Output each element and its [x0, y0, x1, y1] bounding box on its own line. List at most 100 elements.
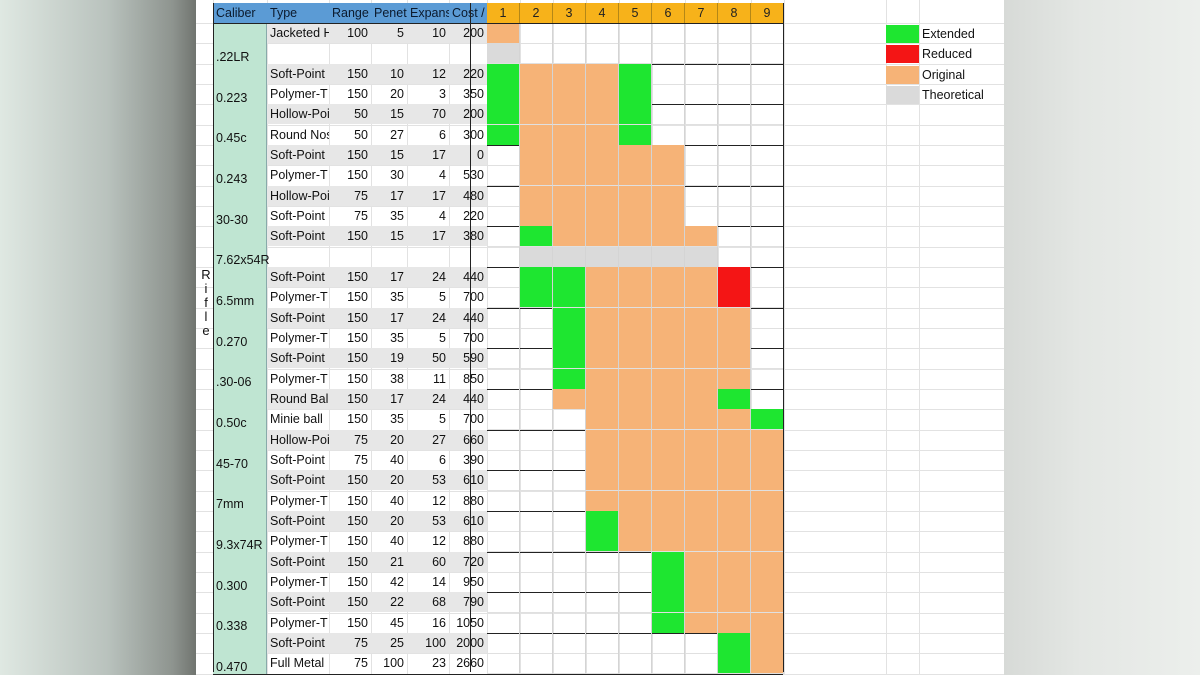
tier-empty-cell[interactable]	[652, 23, 685, 44]
tier-bar-cell[interactable]	[619, 491, 652, 512]
tier-empty-cell[interactable]	[586, 633, 619, 654]
tier-bar-cell[interactable]	[751, 409, 784, 430]
cost-cell[interactable]: 720	[449, 552, 487, 572]
tier-bar-cell[interactable]	[718, 491, 751, 512]
tier-bar-cell[interactable]	[685, 552, 718, 573]
penetration-cell[interactable]: 25	[371, 633, 407, 653]
caliber-cell[interactable]: 9.3x74R	[213, 511, 267, 552]
tier-header-2[interactable]: 2	[520, 3, 553, 23]
tier-header-4[interactable]: 4	[586, 3, 619, 23]
tier-empty-cell[interactable]	[751, 64, 784, 85]
tier-empty-cell[interactable]	[520, 409, 553, 430]
tier-empty-cell[interactable]	[685, 186, 718, 207]
tier-bar-cell[interactable]	[685, 531, 718, 552]
expansion-cell[interactable]: 68	[407, 592, 449, 612]
tier-bar-cell[interactable]	[586, 409, 619, 430]
tier-bar-cell[interactable]	[751, 470, 784, 491]
penetration-cell[interactable]: 22	[371, 592, 407, 612]
penetration-cell[interactable]: 20	[371, 430, 407, 450]
caliber-cell[interactable]: .30-06	[213, 348, 267, 389]
caliber-cell[interactable]: 0.300	[213, 552, 267, 593]
penetration-cell[interactable]: 40	[390, 494, 404, 508]
tier-empty-cell[interactable]	[685, 165, 718, 186]
expansion-cell[interactable]: 4	[439, 209, 446, 223]
tier-bar-cell[interactable]	[619, 348, 652, 369]
tier-empty-cell[interactable]	[487, 206, 520, 227]
tier-empty-cell[interactable]	[520, 470, 553, 491]
expansion-cell[interactable]: 3	[439, 87, 446, 101]
type-cell[interactable]: Polymer-T	[270, 616, 328, 630]
type-cell[interactable]: Soft-Point	[267, 64, 329, 84]
tier-bar-cell[interactable]	[553, 348, 586, 369]
cost-cell[interactable]: 850	[463, 372, 484, 386]
tier-bar-cell[interactable]	[685, 348, 718, 369]
tier-bar-cell[interactable]	[685, 592, 718, 613]
caliber-cell[interactable]: 0.223	[213, 64, 267, 105]
tier-empty-cell[interactable]	[487, 470, 520, 491]
tier-bar-cell[interactable]	[652, 348, 685, 369]
type-cell[interactable]	[267, 43, 329, 63]
tier-empty-cell[interactable]	[619, 613, 652, 634]
range-cell[interactable]: 100	[329, 23, 371, 43]
tier-empty-cell[interactable]	[553, 613, 586, 634]
tier-bar-cell[interactable]	[652, 430, 685, 451]
range-cell[interactable]: 75	[329, 186, 371, 206]
type-cell[interactable]: Polymer-T	[270, 534, 328, 548]
tier-bar-cell[interactable]	[553, 186, 586, 207]
tier-bar-cell[interactable]	[520, 145, 553, 166]
tier-bar-cell[interactable]	[586, 511, 619, 532]
tier-bar-cell[interactable]	[685, 267, 718, 288]
caliber-cell[interactable]: 0.470	[213, 633, 267, 674]
expansion-cell[interactable]	[407, 43, 449, 63]
tier-empty-cell[interactable]	[718, 125, 751, 146]
penetration-cell[interactable]: 35	[390, 331, 404, 345]
tier-empty-cell[interactable]	[586, 613, 619, 634]
tier-empty-cell[interactable]	[520, 369, 553, 390]
type-cell[interactable]: Hollow-Poi	[267, 186, 329, 206]
caliber-cell[interactable]: 0.243	[213, 145, 267, 186]
type-cell[interactable]: Soft-Point	[267, 633, 329, 653]
tier-bar-cell[interactable]	[520, 247, 553, 268]
tier-bar-cell[interactable]	[652, 206, 685, 227]
tier-empty-cell[interactable]	[487, 613, 520, 634]
range-cell[interactable]: 150	[347, 616, 368, 630]
tier-empty-cell[interactable]	[685, 653, 718, 674]
penetration-cell[interactable]: 10	[371, 64, 407, 84]
tier-bar-cell[interactable]	[586, 145, 619, 166]
tier-empty-cell[interactable]	[652, 43, 685, 64]
tier-bar-cell[interactable]	[487, 125, 520, 146]
cost-cell[interactable]: 200	[449, 23, 487, 43]
tier-empty-cell[interactable]	[520, 572, 553, 593]
cost-cell[interactable]: 530	[463, 168, 484, 182]
tier-bar-cell[interactable]	[718, 613, 751, 634]
penetration-cell[interactable]	[371, 43, 407, 63]
tier-bar-cell[interactable]	[652, 572, 685, 593]
expansion-cell[interactable]: 6	[439, 453, 446, 467]
penetration-cell[interactable]: 17	[371, 389, 407, 409]
tier-empty-cell[interactable]	[751, 104, 784, 125]
tier-empty-cell[interactable]	[553, 531, 586, 552]
tier-bar-cell[interactable]	[685, 430, 718, 451]
type-cell[interactable]: Soft-Point	[267, 226, 329, 246]
tier-empty-cell[interactable]	[718, 247, 751, 268]
tier-empty-cell[interactable]	[751, 247, 784, 268]
tier-header-7[interactable]: 7	[685, 3, 718, 23]
tier-bar-cell[interactable]	[619, 64, 652, 85]
tier-bar-cell[interactable]	[652, 389, 685, 410]
tier-bar-cell[interactable]	[619, 308, 652, 329]
tier-bar-cell[interactable]	[553, 145, 586, 166]
tier-bar-cell[interactable]	[586, 84, 619, 105]
cost-cell[interactable]	[449, 247, 487, 267]
tier-bar-cell[interactable]	[553, 308, 586, 329]
caliber-cell[interactable]: 7mm	[213, 470, 267, 511]
tier-bar-cell[interactable]	[685, 470, 718, 491]
tier-empty-cell[interactable]	[652, 653, 685, 674]
type-cell[interactable]: Polymer-T	[270, 290, 328, 304]
tier-empty-cell[interactable]	[751, 206, 784, 227]
type-cell[interactable]: Minie ball	[270, 412, 323, 426]
tier-header-1[interactable]: 1	[487, 3, 520, 23]
type-cell[interactable]: Soft-Point	[267, 511, 329, 531]
tier-bar-cell[interactable]	[586, 348, 619, 369]
expansion-cell[interactable]: 70	[407, 104, 449, 124]
